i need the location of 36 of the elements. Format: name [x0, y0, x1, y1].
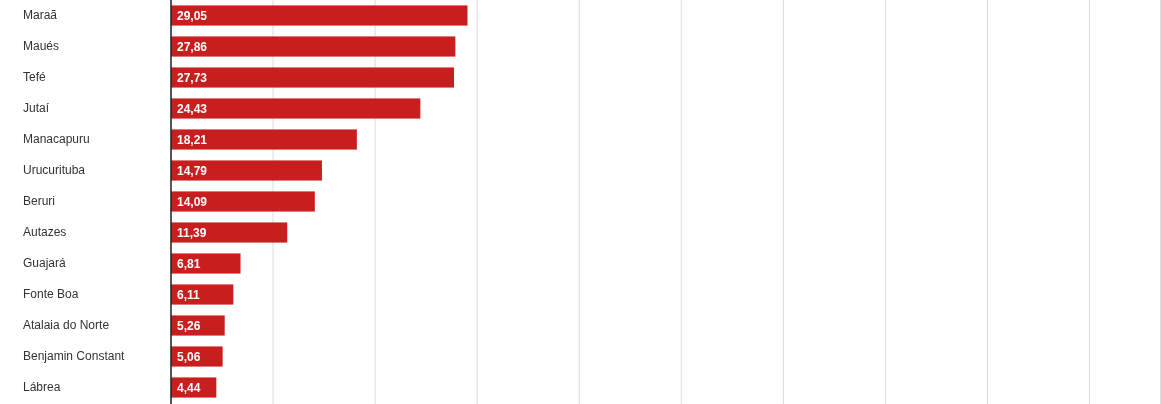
bar — [171, 5, 468, 26]
y-tick-label: Lábrea — [23, 379, 61, 394]
data-label: 4,44 — [177, 380, 201, 395]
y-tick-label: Atalaia do Norte — [23, 317, 110, 332]
data-label: 18,21 — [177, 132, 208, 147]
y-tick-label: Benjamin Constant — [23, 348, 126, 363]
data-label: 14,79 — [177, 163, 208, 178]
y-tick-label: Maués — [23, 38, 60, 53]
data-label: 14,09 — [177, 194, 208, 209]
data-label: 6,81 — [177, 256, 201, 271]
bar — [171, 67, 455, 88]
bar — [171, 129, 357, 150]
bar — [171, 36, 456, 57]
bar — [171, 253, 241, 274]
y-tick-label: Manacapuru — [23, 131, 90, 146]
y-tick-label: Fonte Boa — [23, 286, 79, 301]
y-tick-label: Urucurituba — [23, 162, 86, 177]
data-label: 11,39 — [177, 225, 207, 240]
bar — [171, 284, 234, 305]
data-label: 24,43 — [177, 101, 208, 116]
y-tick-label: Beruri — [23, 193, 56, 208]
y-tick-label: Tefé — [23, 69, 47, 84]
data-label: 5,06 — [177, 349, 201, 364]
y-tick-label: Maraã — [23, 7, 58, 22]
data-label: 27,73 — [177, 70, 208, 85]
data-label: 6,11 — [177, 287, 201, 302]
bar — [171, 160, 322, 181]
data-label: 27,86 — [177, 39, 208, 54]
bar — [171, 191, 315, 212]
y-tick-label: Autazes — [23, 224, 67, 239]
bar — [171, 98, 421, 119]
bar — [171, 222, 288, 243]
data-label: 5,26 — [177, 318, 201, 333]
y-tick-label: Jutaí — [23, 100, 50, 115]
data-label: 29,05 — [177, 8, 208, 23]
y-tick-label: Guajará — [23, 255, 67, 270]
